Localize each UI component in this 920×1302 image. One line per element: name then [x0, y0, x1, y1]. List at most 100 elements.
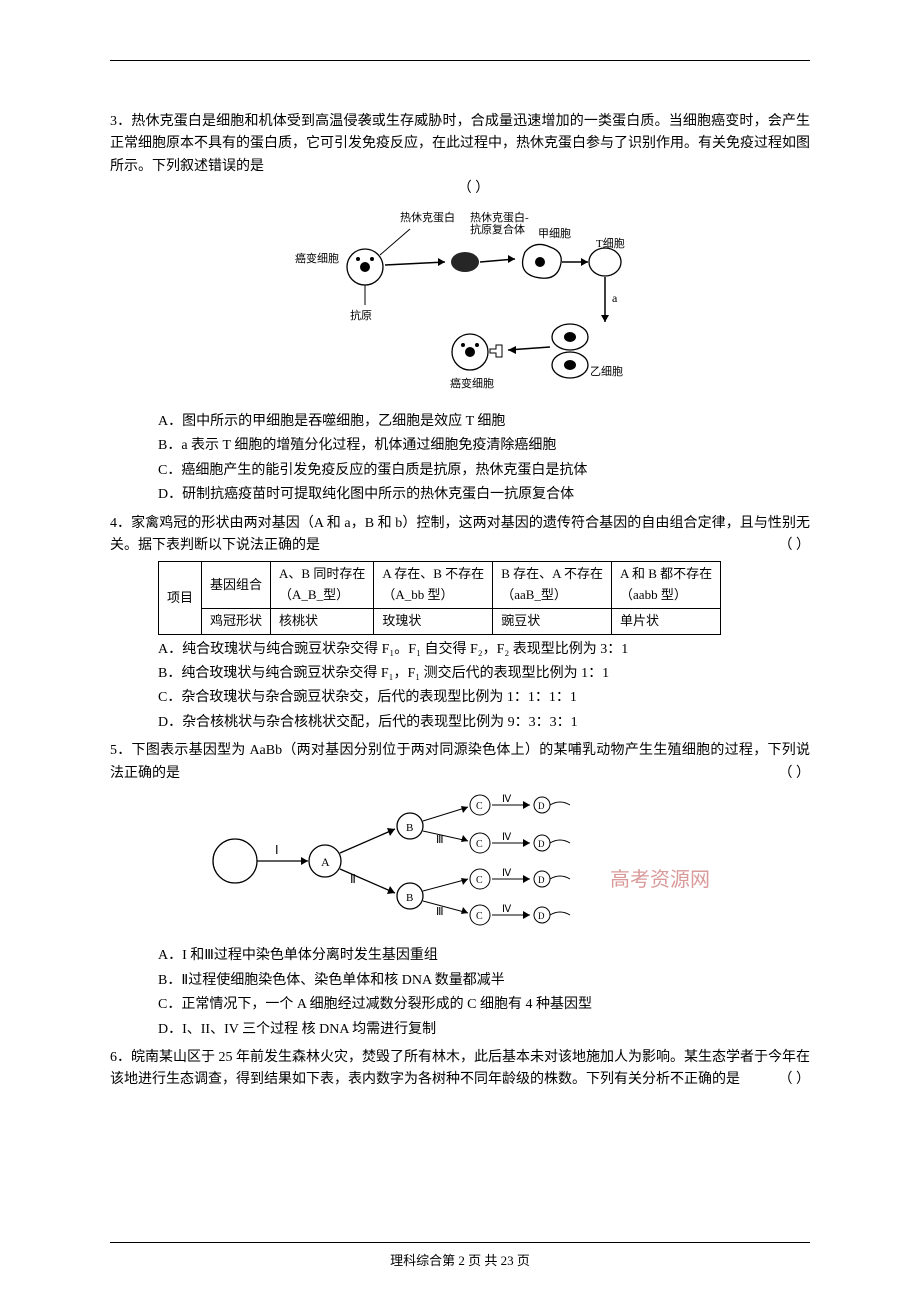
q5-arrow-III-4 [423, 901, 468, 913]
q3-label-hsp: 热休克蛋白 [400, 210, 455, 224]
q3-dot3 [461, 343, 465, 347]
q3-opt-d: D．研制抗癌疫苗时可提取纯化图中所示的热休克蛋白一抗原复合体 [158, 484, 810, 506]
table-row: 项目 基因组合 A、B 同时存在（A_B_型） A 存在、B 不存在（A_bb … [159, 562, 721, 609]
q3-yi-2-nuc [564, 360, 576, 370]
q4-opt-a: A．纯合玫瑰状与纯合豌豆状杂交得 F₁。F₁ 自交得 F₂，F₂ 表现型比例为 … [158, 639, 810, 661]
q3-label-cancer2: 癌变细胞 [450, 376, 494, 390]
q5-label-A: A [321, 855, 330, 869]
q5-stem-text: 下图表示基因型为 AaBb（两对基因分别位于两对同源染色体上）的某哺乳动物产生生… [110, 743, 810, 780]
q4-stem-line: 4．家禽鸡冠的形状由两对基因（A 和 a，B 和 b）控制，这两对基因的遗传符合… [110, 513, 810, 558]
page-footer: 理科综合第 2 页 共 23 页 [0, 1242, 920, 1272]
svg-text:Ⅳ: Ⅳ [502, 904, 512, 915]
q5-iv-group: Ⅳ Ⅳ Ⅳ Ⅳ [492, 794, 530, 919]
q3-diagram: 热休克蛋白 热休克蛋白- 抗原复合体 甲细胞 T细胞 癌变细胞 抗原 [110, 207, 810, 405]
q3-cancer-cell-2-nuc [465, 347, 475, 357]
q5-start-cell [213, 839, 257, 883]
q6-number: 6． [110, 1050, 131, 1065]
q4-td-shape: 鸡冠形状 [202, 608, 271, 634]
q3-opt-c: C．癌细胞产生的能引发免疫反应的蛋白质是抗原，热休克蛋白是抗体 [158, 460, 810, 482]
q4-th-c4: A 和 B 都不存在（aabb 型） [612, 562, 721, 609]
q3-label-jia: 甲细胞 [538, 227, 571, 240]
svg-text:D: D [538, 801, 545, 811]
q3-complex-blob [451, 252, 479, 272]
q5-label-II: Ⅱ [350, 872, 356, 886]
q4-th-gene: 基因组合 [202, 562, 271, 609]
q3-arrow2-head [508, 255, 515, 263]
q6-stem-text: 皖南某山区于 25 年前发生森林火灾，焚毁了所有林木，此后基本未对该地施加人为影… [110, 1050, 810, 1087]
q5-opt-a: A．I 和Ⅲ过程中染色单体分离时发生基因重组 [158, 945, 810, 967]
q5-arrow-I-head [301, 857, 308, 865]
q3-dot2 [370, 257, 374, 261]
q5-arrow-III-3 [423, 879, 468, 891]
q4-td-c1: 核桃状 [271, 608, 374, 634]
q5-arrow-III-1 [423, 807, 468, 821]
q4-td-c4: 单片状 [612, 608, 721, 634]
q4-th-c2: A 存在、B 不存在（A_bb 型） [374, 562, 493, 609]
q5-arrow-III-3h [461, 878, 468, 885]
q3-stem-text: 热休克蛋白是细胞和机体受到高温侵袭或生存威胁时，合成量迅速增加的一类蛋白质。当细… [110, 114, 810, 174]
q4-th-c1: A、B 同时存在（A_B_型） [271, 562, 374, 609]
q3-arrow1-head [438, 258, 445, 266]
q5-label-C3: C [476, 875, 483, 886]
q3-label-complex1: 热休克蛋白- [470, 210, 529, 224]
q4-opt-c: C．杂合玫瑰状与杂合豌豆状杂交，后代的表现型比例为 1：1：1：1 [158, 687, 810, 709]
q5-arrow-III-1h [461, 806, 468, 813]
q5-label-C4: C [476, 911, 483, 922]
q3-stem: 3．热休克蛋白是细胞和机体受到高温侵袭或生存威胁时，合成量迅速增加的一类蛋白质。… [110, 111, 810, 178]
q3-diagram-svg: 热休克蛋白 热休克蛋白- 抗原复合体 甲细胞 T细胞 癌变细胞 抗原 [290, 207, 630, 397]
q3-arrow4-head [508, 346, 516, 354]
q3-dot4 [475, 343, 479, 347]
q5-arrow-III-2h [461, 835, 468, 842]
q3-dot1 [356, 257, 360, 261]
q3-opt-b: B．a 表示 T 细胞的增殖分化过程，机体通过细胞免疫清除癌细胞 [158, 435, 810, 457]
q3-jia-nuc [535, 257, 545, 267]
q5-label-C1: C [476, 801, 483, 812]
q5-arrow-II-down [340, 869, 395, 893]
q5-paren: （ ） [779, 763, 811, 785]
question-6: 6．皖南某山区于 25 年前发生森林火灾，焚毁了所有林木，此后基本未对该地施加人… [110, 1047, 810, 1092]
q6-stem-line: 6．皖南某山区于 25 年前发生森林火灾，焚毁了所有林木，此后基本未对该地施加人… [110, 1047, 810, 1092]
q3-paren-line: （ ） [110, 178, 810, 200]
q5-diagram-svg: Ⅰ A Ⅱ B B Ⅲ [200, 791, 720, 931]
q3-arrow-a-head [601, 315, 609, 322]
footer-divider [110, 1242, 810, 1243]
q3-yi-1-nuc [564, 332, 576, 342]
question-5: 5．下图表示基因型为 AaBb（两对基因分别位于两对同源染色体上）的某哺乳动物产… [110, 740, 810, 1041]
q4-opt-b: B．纯合玫瑰状与纯合豌豆状杂交得 F₁，F₁ 测交后代的表现型比例为 1：1 [158, 663, 810, 685]
q5-label-B2: B [406, 892, 413, 904]
q4-td-c2: 玫瑰状 [374, 608, 493, 634]
q3-label-yi: 乙细胞 [590, 365, 623, 378]
q5-label-B1: B [406, 822, 413, 834]
q4-paren: （ ） [779, 535, 811, 557]
q3-label-a: a [612, 291, 618, 305]
table-row: 鸡冠形状 核桃状 玫瑰状 豌豆状 单片状 [159, 608, 721, 634]
q5-arrow-III-2 [423, 831, 468, 841]
q3-cancer-cell-1-nuc [360, 262, 370, 272]
q4-th-project: 项目 [159, 562, 202, 634]
svg-text:Ⅳ: Ⅳ [502, 868, 512, 879]
q4-table: 项目 基因组合 A、B 同时存在（A_B_型） A 存在、B 不存在（A_bb … [158, 561, 721, 634]
question-3: 3．热休克蛋白是细胞和机体受到高温侵袭或生存威胁时，合成量迅速增加的一类蛋白质。… [110, 111, 810, 507]
svg-text:D: D [538, 839, 545, 849]
q4-th-c3: B 存在、A 不存在（aaB_型） [493, 562, 612, 609]
q5-opt-b: B．Ⅱ过程使细胞染色体、染色单体和核 DNA 数量都减半 [158, 970, 810, 992]
q3-label-antigen: 抗原 [350, 308, 372, 322]
q5-label-III-1: Ⅲ [436, 834, 444, 846]
q5-opt-c: C．正常情况下，一个 A 细胞经过减数分裂形成的 C 细胞有 4 种基因型 [158, 994, 810, 1016]
q3-label-cancer1: 癌变细胞 [295, 251, 339, 265]
q5-label-C2: C [476, 839, 483, 850]
q5-diagram: Ⅰ A Ⅱ B B Ⅲ [110, 791, 810, 939]
q5-d-group: D D D D [534, 797, 570, 923]
svg-text:D: D [538, 911, 545, 921]
q5-options: A．I 和Ⅲ过程中染色单体分离时发生基因重组 B．Ⅱ过程使细胞染色体、染色单体和… [110, 945, 810, 1041]
q3-binding [490, 345, 502, 357]
svg-text:Ⅳ: Ⅳ [502, 832, 512, 843]
q3-number: 3． [110, 114, 131, 129]
q3-arrow3-head [581, 258, 588, 266]
svg-text:Ⅳ: Ⅳ [502, 794, 512, 805]
q3-paren: （ ） [458, 181, 490, 196]
q5-label-III-2: Ⅲ [436, 906, 444, 918]
q5-opt-d: D．I、II、IV 三个过程 核 DNA 均需进行复制 [158, 1019, 810, 1041]
question-4: 4．家禽鸡冠的形状由两对基因（A 和 a，B 和 b）控制，这两对基因的遗传符合… [110, 513, 810, 735]
footer-text: 理科综合第 2 页 共 23 页 [390, 1253, 530, 1268]
